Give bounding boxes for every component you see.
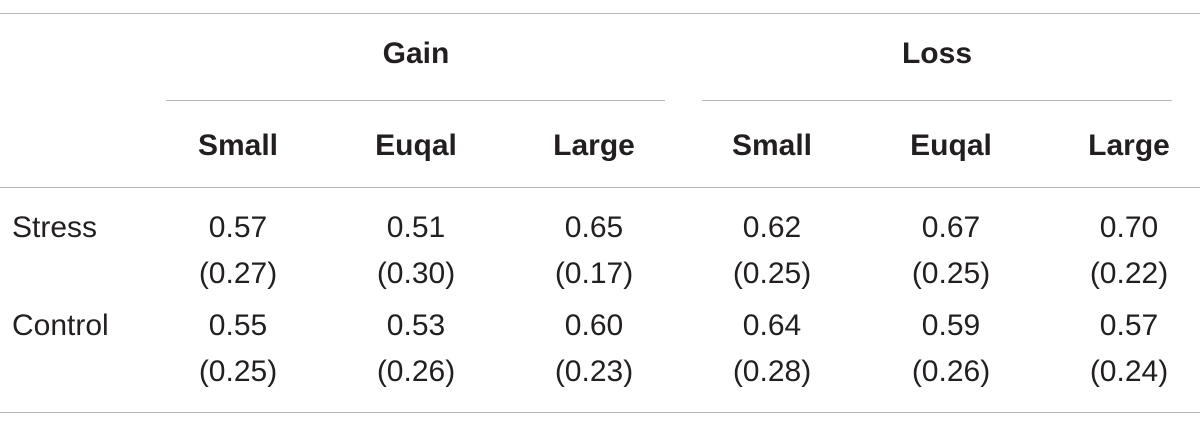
table-cell-mean: 0.51 <box>386 211 446 244</box>
table-cell-sd: (0.25) <box>911 257 991 290</box>
table-cell-sd: (0.22) <box>1089 257 1169 290</box>
table-cell-sd: (0.27) <box>198 257 278 290</box>
table-cell-sd: (0.23) <box>554 355 634 388</box>
table-cell-sd: (0.25) <box>198 355 278 388</box>
col-header-loss-equal: Euqal <box>910 129 992 162</box>
table-cell-sd: (0.28) <box>732 355 812 388</box>
table-cell-mean: 0.67 <box>921 211 981 244</box>
top-rule <box>0 13 1200 14</box>
table-cell-mean: 0.53 <box>386 309 446 342</box>
table-cell-sd: (0.26) <box>911 355 991 388</box>
col-header-loss-large: Large <box>1088 129 1170 162</box>
col-header-gain-large: Large <box>553 129 635 162</box>
table-cell-mean: 0.62 <box>742 211 802 244</box>
group-header-gain: Gain <box>382 37 450 70</box>
table-cell-mean: 0.65 <box>564 211 624 244</box>
table-cell-mean: 0.57 <box>1099 309 1159 342</box>
col-header-loss-small: Small <box>731 129 813 162</box>
table-cell-mean: 0.70 <box>1099 211 1159 244</box>
table-cell-mean: 0.64 <box>742 309 802 342</box>
header-rule <box>0 187 1200 188</box>
group-header-loss: Loss <box>901 37 973 70</box>
table-cell-sd: (0.24) <box>1089 355 1169 388</box>
table-cell-mean: 0.55 <box>208 309 268 342</box>
loss-group-rule <box>702 100 1172 101</box>
table-cell-mean: 0.59 <box>921 309 981 342</box>
row-label-stress: Stress <box>12 211 98 244</box>
bottom-rule <box>0 412 1200 413</box>
col-header-gain-equal: Euqal <box>375 129 457 162</box>
col-header-gain-small: Small <box>197 129 279 162</box>
table-cell-sd: (0.30) <box>376 257 456 290</box>
table-cell-mean: 0.57 <box>208 211 268 244</box>
table-cell-sd: (0.17) <box>554 257 634 290</box>
table-cell-sd: (0.26) <box>376 355 456 388</box>
table-cell-sd: (0.25) <box>732 257 812 290</box>
row-label-control: Control <box>12 309 109 342</box>
gain-group-rule <box>166 100 665 101</box>
table-cell-mean: 0.60 <box>564 309 624 342</box>
